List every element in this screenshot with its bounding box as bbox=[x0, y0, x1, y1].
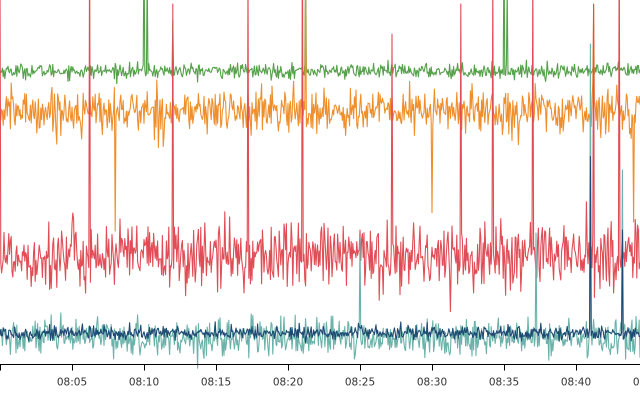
series-line-5 bbox=[0, 156, 640, 344]
x-tick-label: 08:10 bbox=[129, 377, 159, 389]
x-tick-label: 08:20 bbox=[273, 377, 303, 389]
x-axis-ticks: M08:0508:1008:1508:2008:2508:3008:3508:4… bbox=[0, 364, 640, 389]
x-tick-label: 08:25 bbox=[345, 377, 375, 389]
series-traces bbox=[0, 0, 640, 369]
x-tick-label: 08:40 bbox=[561, 377, 591, 389]
x-tick-label: 08:45 bbox=[633, 377, 640, 389]
x-tick-label: 08:30 bbox=[417, 377, 447, 389]
x-axis: M08:0508:1008:1508:2008:2508:3008:3508:4… bbox=[0, 364, 640, 389]
series-line-1 bbox=[0, 0, 640, 85]
x-tick-label: 08:05 bbox=[57, 377, 87, 389]
series-line-3 bbox=[0, 0, 640, 313]
series-line-2 bbox=[0, 0, 640, 232]
x-tick-label: 08:35 bbox=[489, 377, 519, 389]
series-line-4 bbox=[0, 43, 640, 369]
x-tick-label: 08:15 bbox=[201, 377, 231, 389]
